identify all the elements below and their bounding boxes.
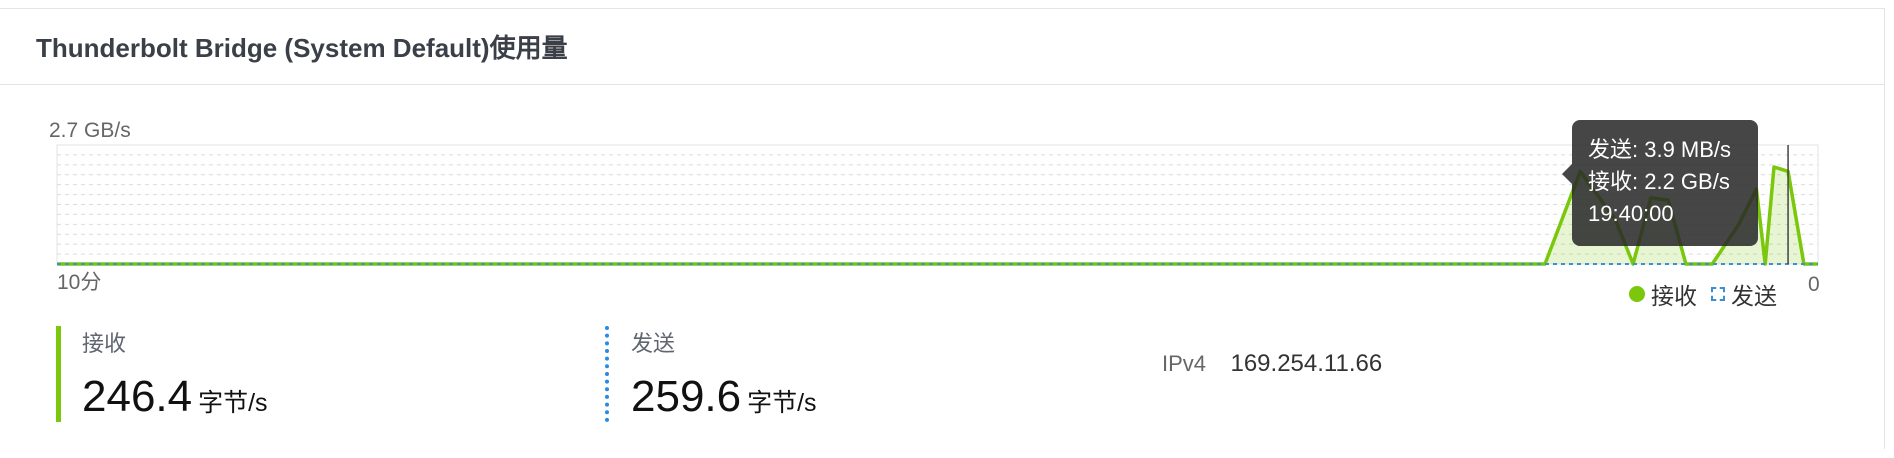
x-end-label: 0 bbox=[1808, 273, 1820, 296]
chart-legend: 接收 发送 bbox=[1629, 277, 1777, 311]
ipv4-row: IPv4 169.254.11.66 bbox=[1162, 350, 1382, 378]
legend-send-label[interactable]: 发送 bbox=[1731, 283, 1777, 309]
y-max-label: 2.7 GB/s bbox=[49, 119, 131, 142]
receive-indicator-bar bbox=[56, 326, 61, 422]
chart-grid bbox=[56, 144, 1819, 265]
send-indicator-bar bbox=[605, 326, 609, 422]
receive-stat-value: 246.4 字节/s bbox=[82, 372, 268, 422]
usage-chart[interactable]: 2.7 GB/s 10分 0 bbox=[0, 0, 1894, 300]
tooltip-time: 19:40:00 bbox=[1588, 201, 1674, 226]
ipv4-address: 169.254.11.66 bbox=[1230, 350, 1383, 377]
receive-unit: 字节/s bbox=[198, 389, 268, 417]
legend-receive-label[interactable]: 接收 bbox=[1651, 283, 1697, 309]
tooltip-receive: 接收: 2.2 GB/s bbox=[1588, 169, 1730, 194]
usage-panel: Thunderbolt Bridge (System Default)使用量 bbox=[0, 8, 1885, 449]
receive-stat-label: 接收 bbox=[82, 331, 127, 356]
send-unit: 字节/s bbox=[747, 389, 817, 417]
chart-tooltip: 发送: 3.9 MB/s 接收: 2.2 GB/s 19:40:00 bbox=[1562, 120, 1758, 246]
x-start-label: 10分 bbox=[57, 271, 101, 294]
send-rate: 259.6 bbox=[631, 372, 742, 421]
series-receive-area bbox=[57, 167, 1818, 264]
panel-title: Thunderbolt Bridge (System Default)使用量 bbox=[36, 33, 568, 63]
ipv4-label: IPv4 bbox=[1162, 351, 1207, 376]
send-stat-label: 发送 bbox=[631, 331, 676, 356]
receive-legend-dot-icon bbox=[1629, 286, 1645, 302]
tooltip-send: 发送: 3.9 MB/s bbox=[1588, 137, 1732, 162]
send-stat-value: 259.6 字节/s bbox=[631, 372, 817, 422]
send-legend-square-icon bbox=[1711, 287, 1725, 301]
panel-header: Thunderbolt Bridge (System Default)使用量 bbox=[0, 9, 1884, 85]
receive-rate: 246.4 bbox=[82, 372, 193, 421]
